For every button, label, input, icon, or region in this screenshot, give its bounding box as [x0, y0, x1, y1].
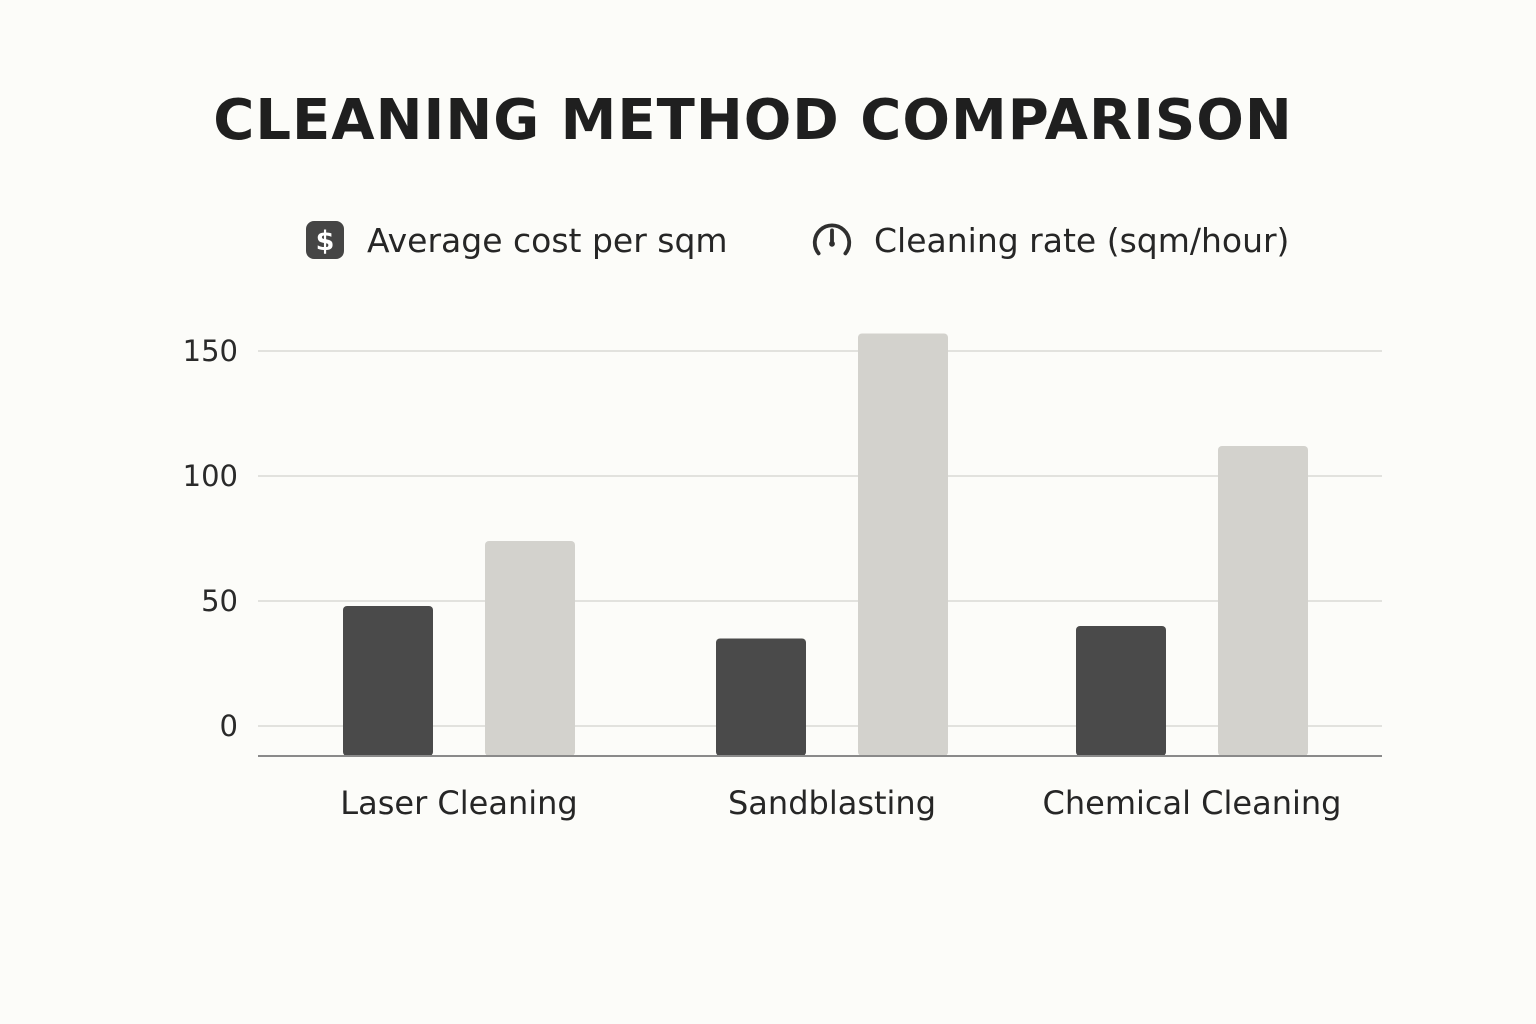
x-axis-categories: Laser Cleaning Sandblasting Chemical Clean…: [340, 784, 1341, 822]
gridlines: [258, 350, 1382, 727]
bar-rate: [1218, 446, 1308, 756]
legend-label-rate: Cleaning rate (sqm/hour): [874, 220, 1290, 260]
legend-item-cost: $ Average cost per sqm: [303, 212, 728, 268]
y-axis-ticks: 0 50 100 150: [183, 334, 238, 743]
legend: $ Average cost per sqm Cleaning rate (sq…: [0, 212, 1536, 268]
chart-title: CLEANING METHOD COMPARISON: [213, 88, 1293, 153]
bar-rate: [485, 541, 575, 756]
category-label: Chemical Cleaning: [1043, 784, 1342, 822]
y-tick-label: 100: [183, 459, 238, 493]
legend-item-rate: Cleaning rate (sqm/hour): [810, 212, 1289, 268]
svg-text:$: $: [316, 226, 335, 257]
y-tick-label: 150: [183, 334, 238, 368]
y-tick-label: 50: [201, 584, 238, 618]
bar-cost: [716, 638, 806, 756]
category-label: Sandblasting: [728, 784, 936, 822]
gauge-icon: [810, 218, 854, 262]
bar-rate: [858, 333, 948, 756]
y-tick-label: 0: [220, 709, 238, 743]
category-label: Laser Cleaning: [340, 784, 577, 822]
legend-label-cost: Average cost per sqm: [367, 220, 728, 260]
bar-cost: [1076, 626, 1166, 756]
bar-cost: [343, 606, 433, 756]
dollar-icon: $: [303, 218, 347, 262]
bars: [343, 333, 1308, 756]
